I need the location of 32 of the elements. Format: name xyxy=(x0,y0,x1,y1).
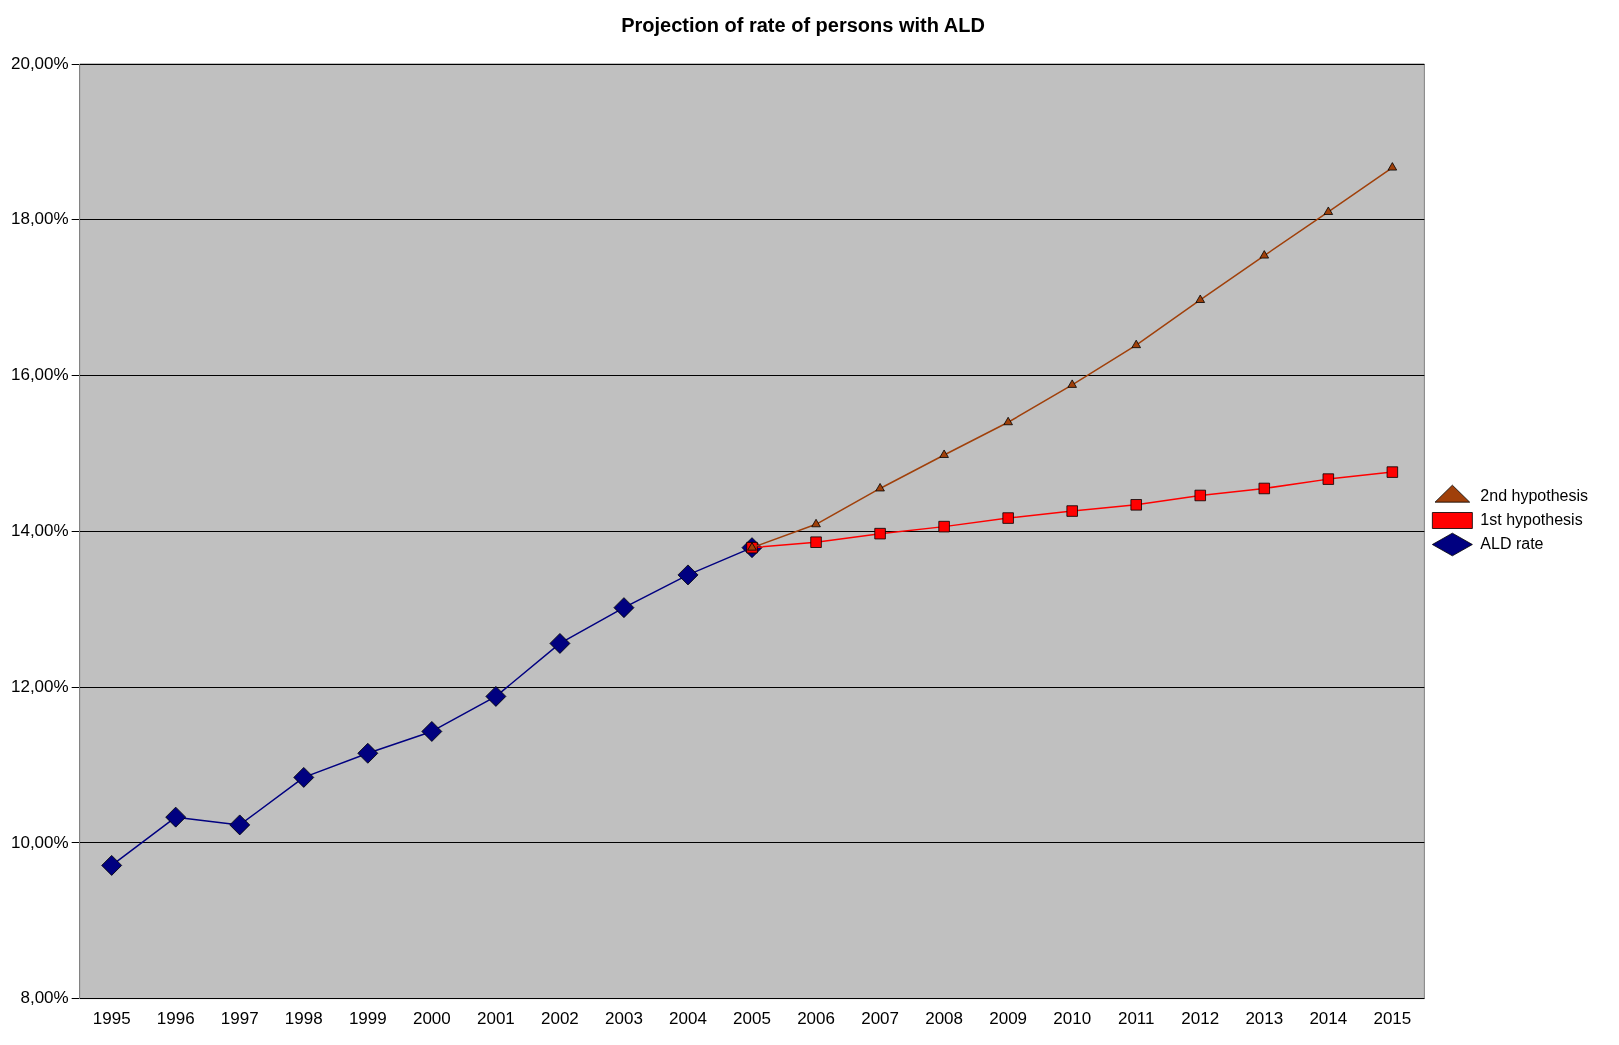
legend-label: 1st hypothesis xyxy=(1480,510,1583,528)
x-tick-label: 2009 xyxy=(989,1009,1028,1029)
x-tick-label: 2004 xyxy=(669,1009,707,1029)
y-tick-label: 16,00% xyxy=(10,365,69,385)
x-tick-label: 1998 xyxy=(284,1009,323,1029)
y-tick-label: 14,00% xyxy=(10,520,69,540)
y-tick-label: 12,00% xyxy=(10,676,69,696)
x-tick-label: 1997 xyxy=(220,1009,259,1029)
y-tick-label: 20,00% xyxy=(10,53,69,73)
x-tick-label: 2000 xyxy=(412,1009,451,1029)
x-tick-label: 2002 xyxy=(541,1009,579,1029)
x-tick-label: 2001 xyxy=(476,1009,515,1029)
x-tick-label: 2014 xyxy=(1309,1009,1348,1029)
x-tick-label: 2013 xyxy=(1245,1009,1284,1029)
legend-label: 2nd hypothesis xyxy=(1480,486,1589,504)
x-tick-label: 1996 xyxy=(156,1009,195,1029)
x-tick-label: 2005 xyxy=(733,1009,771,1029)
x-tick-label: 2010 xyxy=(1053,1009,1092,1029)
y-tick-label: 18,00% xyxy=(10,209,69,229)
y-tick-label: 8,00% xyxy=(20,988,69,1008)
x-tick-label: 2012 xyxy=(1181,1009,1220,1029)
x-tick-label: 2008 xyxy=(925,1009,964,1029)
legend-label: ALD rate xyxy=(1480,534,1544,552)
x-tick-label: 2007 xyxy=(861,1009,899,1029)
x-tick-label: 2015 xyxy=(1373,1009,1412,1029)
chart-title: Projection of rate of persons with ALD xyxy=(621,13,985,36)
x-tick-label: 1995 xyxy=(92,1009,131,1029)
y-tick-label: 10,00% xyxy=(10,832,69,852)
x-tick-label: 2003 xyxy=(605,1009,643,1029)
x-tick-label: 2011 xyxy=(1117,1009,1155,1029)
x-tick-label: 1999 xyxy=(348,1009,387,1029)
x-tick-label: 2006 xyxy=(797,1009,835,1029)
